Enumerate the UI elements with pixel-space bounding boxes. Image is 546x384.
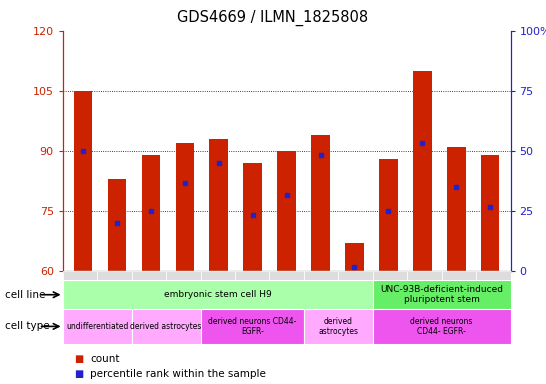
Bar	[235, 271, 269, 342]
Text: percentile rank within the sample: percentile rank within the sample	[90, 369, 266, 379]
Bar	[277, 151, 296, 271]
Bar	[132, 309, 200, 344]
Bar	[442, 271, 476, 342]
Bar	[373, 280, 511, 309]
Text: derived
astrocytes: derived astrocytes	[318, 317, 358, 336]
Bar	[447, 147, 466, 271]
Text: cell line: cell line	[5, 290, 46, 300]
Bar	[269, 271, 304, 342]
Bar	[304, 271, 339, 342]
Bar	[476, 271, 511, 342]
Text: derived neurons
CD44- EGFR-: derived neurons CD44- EGFR-	[411, 317, 473, 336]
Bar	[413, 71, 432, 271]
Text: cell type: cell type	[5, 321, 50, 331]
Text: embryonic stem cell H9: embryonic stem cell H9	[164, 290, 272, 299]
Bar	[481, 155, 500, 271]
Bar	[97, 271, 132, 342]
Bar	[373, 309, 511, 344]
Bar	[407, 271, 442, 342]
Bar	[63, 309, 132, 344]
Bar	[108, 179, 126, 271]
Bar	[379, 159, 397, 271]
Bar	[141, 155, 161, 271]
Bar	[210, 139, 228, 271]
Text: derived astrocytes: derived astrocytes	[130, 322, 202, 331]
Bar	[311, 135, 330, 271]
Bar	[74, 91, 92, 271]
Text: ■: ■	[74, 369, 83, 379]
Bar	[304, 309, 373, 344]
Bar	[132, 271, 166, 342]
Bar	[200, 309, 304, 344]
Text: count: count	[90, 354, 120, 364]
Text: undifferentiated: undifferentiated	[66, 322, 128, 331]
Bar	[244, 163, 262, 271]
Bar	[176, 143, 194, 271]
Bar	[373, 271, 407, 342]
Bar	[200, 271, 235, 342]
Bar	[63, 271, 97, 342]
Bar	[166, 271, 200, 342]
Bar	[63, 280, 373, 309]
Text: UNC-93B-deficient-induced
pluripotent stem: UNC-93B-deficient-induced pluripotent st…	[380, 285, 503, 305]
Bar	[339, 271, 373, 342]
Text: derived neurons CD44-
EGFR-: derived neurons CD44- EGFR-	[208, 317, 296, 336]
Text: GDS4669 / ILMN_1825808: GDS4669 / ILMN_1825808	[177, 10, 369, 26]
Text: ■: ■	[74, 354, 83, 364]
Bar	[345, 243, 364, 271]
